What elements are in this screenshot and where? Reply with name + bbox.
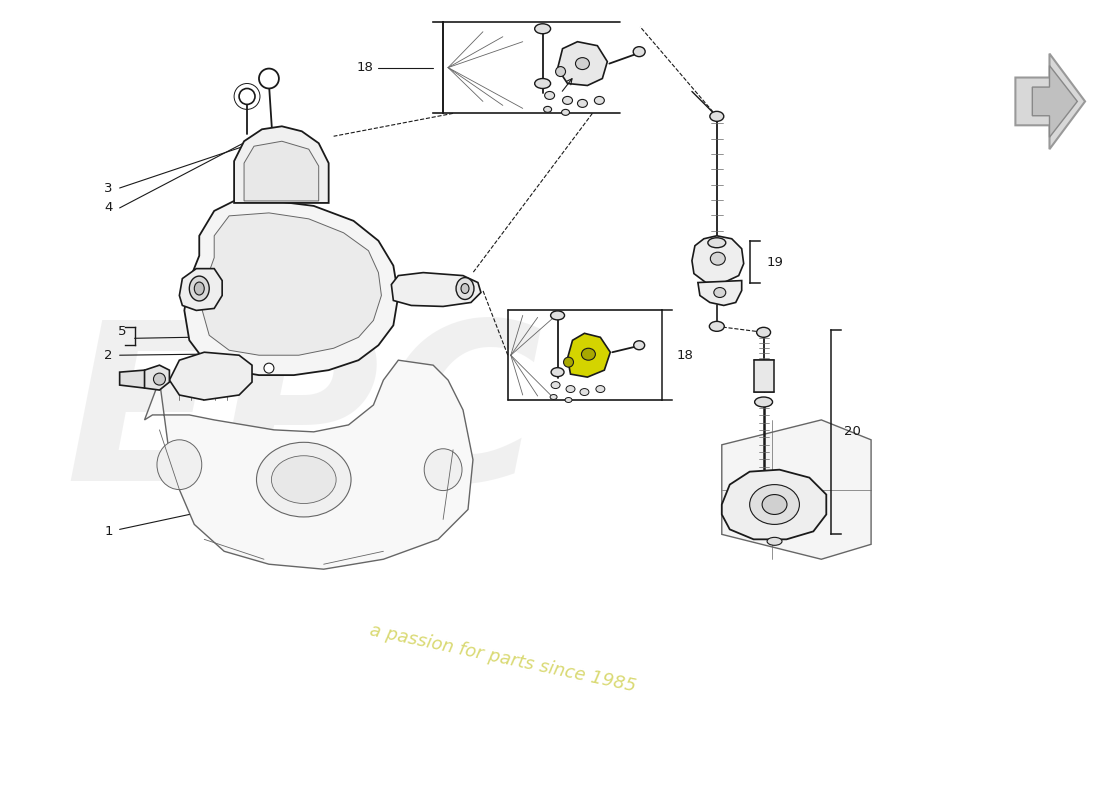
- Text: 19: 19: [767, 256, 783, 269]
- Polygon shape: [392, 273, 481, 306]
- Ellipse shape: [634, 341, 645, 350]
- Ellipse shape: [562, 110, 570, 115]
- Text: 4: 4: [104, 202, 112, 214]
- Text: 18: 18: [356, 61, 373, 74]
- Ellipse shape: [708, 238, 726, 248]
- Ellipse shape: [535, 78, 551, 89]
- Circle shape: [264, 363, 274, 373]
- Polygon shape: [185, 201, 398, 375]
- Ellipse shape: [575, 58, 590, 70]
- Ellipse shape: [195, 282, 205, 295]
- Ellipse shape: [562, 97, 572, 105]
- Ellipse shape: [594, 97, 604, 105]
- Ellipse shape: [456, 278, 474, 299]
- Polygon shape: [722, 470, 826, 539]
- Polygon shape: [179, 269, 222, 310]
- Ellipse shape: [563, 358, 573, 367]
- Ellipse shape: [711, 252, 725, 265]
- Text: 3: 3: [104, 182, 112, 194]
- Ellipse shape: [566, 386, 575, 393]
- Circle shape: [258, 69, 279, 89]
- Ellipse shape: [578, 99, 587, 107]
- Polygon shape: [568, 334, 611, 377]
- Ellipse shape: [551, 311, 564, 320]
- Ellipse shape: [551, 368, 564, 377]
- Ellipse shape: [710, 322, 724, 331]
- Ellipse shape: [762, 494, 786, 514]
- Polygon shape: [234, 126, 329, 203]
- Ellipse shape: [582, 348, 595, 360]
- Polygon shape: [697, 281, 741, 306]
- Ellipse shape: [157, 440, 201, 490]
- Polygon shape: [558, 42, 607, 86]
- Ellipse shape: [757, 327, 771, 338]
- Ellipse shape: [189, 276, 209, 301]
- Polygon shape: [120, 370, 144, 388]
- Ellipse shape: [256, 442, 351, 517]
- Polygon shape: [722, 420, 871, 559]
- Ellipse shape: [710, 111, 724, 122]
- Circle shape: [239, 89, 255, 105]
- Bar: [754, 360, 773, 392]
- Ellipse shape: [714, 287, 726, 298]
- Polygon shape: [140, 365, 169, 390]
- Polygon shape: [169, 352, 252, 400]
- Ellipse shape: [634, 46, 646, 57]
- Text: 2: 2: [104, 349, 112, 362]
- Polygon shape: [144, 360, 473, 569]
- Ellipse shape: [272, 456, 337, 503]
- Circle shape: [154, 373, 165, 385]
- Text: 18: 18: [676, 349, 694, 362]
- Polygon shape: [202, 213, 382, 355]
- Text: 1: 1: [104, 525, 112, 538]
- Ellipse shape: [565, 398, 572, 402]
- Ellipse shape: [596, 386, 605, 393]
- Ellipse shape: [551, 382, 560, 389]
- Text: a passion for parts since 1985: a passion for parts since 1985: [368, 622, 638, 696]
- Polygon shape: [1015, 54, 1085, 149]
- Ellipse shape: [461, 283, 469, 294]
- Ellipse shape: [550, 394, 557, 399]
- Ellipse shape: [544, 91, 554, 99]
- Ellipse shape: [750, 485, 800, 525]
- Polygon shape: [1032, 66, 1077, 138]
- Ellipse shape: [580, 389, 588, 395]
- Text: 20: 20: [844, 426, 861, 438]
- Text: EPC: EPC: [65, 313, 542, 527]
- Ellipse shape: [535, 24, 551, 34]
- Ellipse shape: [425, 449, 462, 490]
- Text: 5: 5: [118, 325, 127, 338]
- Ellipse shape: [543, 106, 551, 112]
- Ellipse shape: [767, 538, 782, 546]
- Polygon shape: [244, 142, 319, 201]
- Polygon shape: [692, 236, 744, 282]
- Ellipse shape: [755, 397, 772, 407]
- Ellipse shape: [556, 66, 565, 77]
